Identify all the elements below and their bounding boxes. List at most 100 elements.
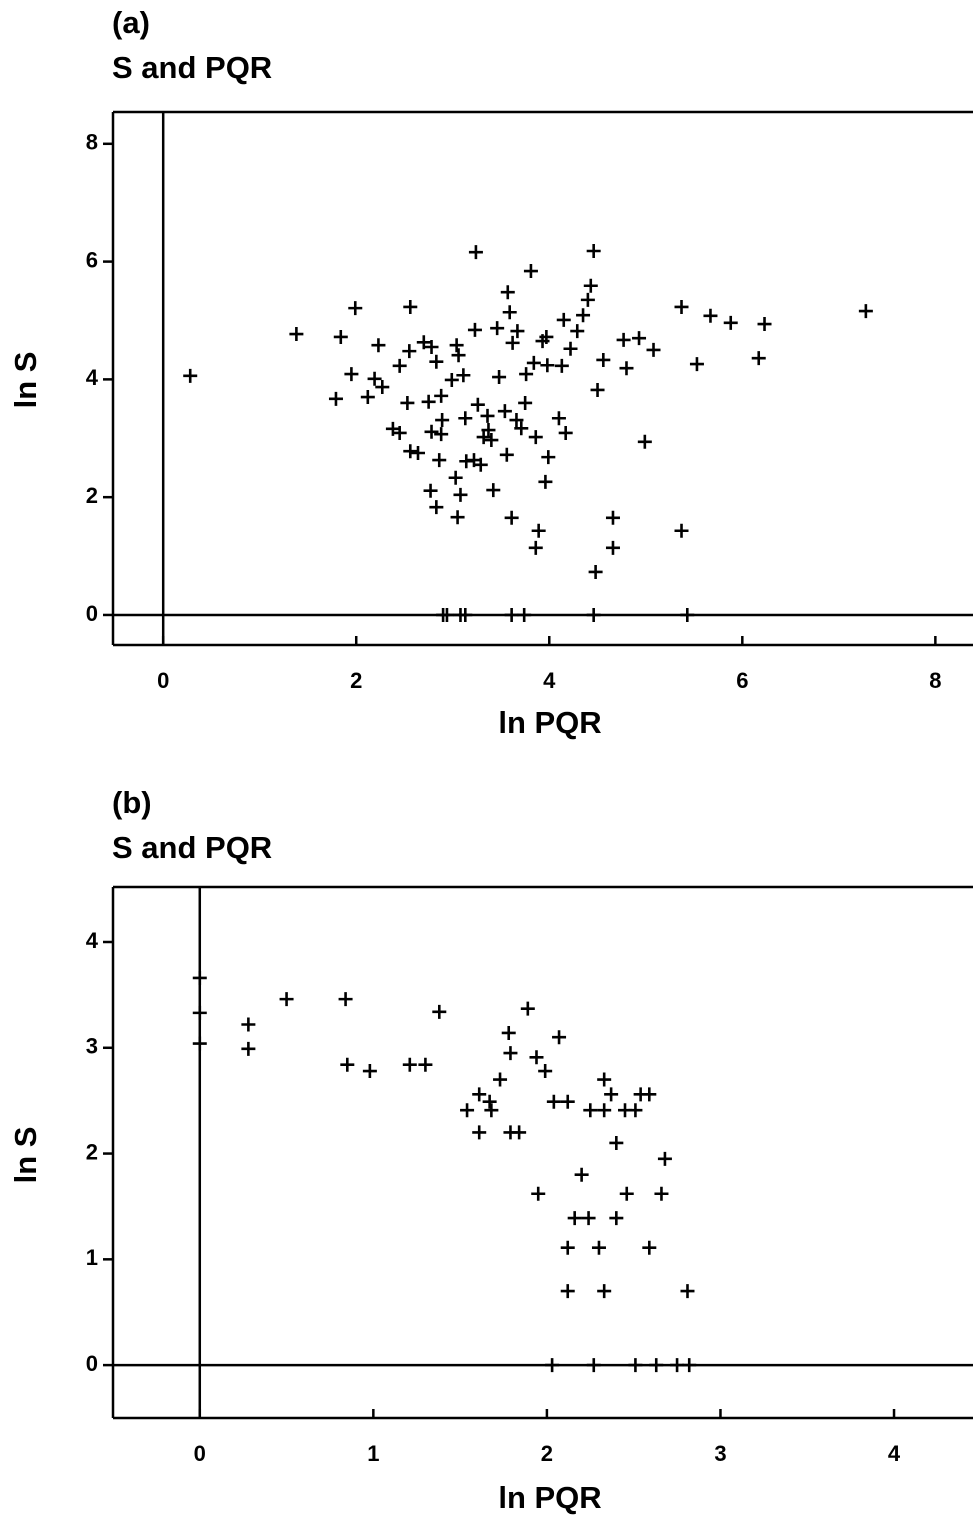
point — [467, 322, 482, 337]
point — [751, 351, 766, 366]
point — [520, 1001, 535, 1016]
point — [552, 1030, 567, 1045]
point — [563, 341, 578, 356]
point — [484, 1103, 499, 1118]
point — [333, 329, 348, 344]
point — [586, 1358, 601, 1373]
point — [682, 1358, 697, 1373]
panel-label: (b) — [112, 785, 152, 820]
point — [596, 352, 611, 367]
point — [583, 1103, 598, 1118]
point — [328, 391, 343, 406]
point — [450, 510, 465, 525]
point — [609, 1135, 624, 1150]
y-tick-label: 4 — [86, 928, 99, 953]
point — [348, 301, 363, 316]
point — [657, 1151, 672, 1166]
point — [468, 245, 483, 260]
x-tick-label: 0 — [194, 1441, 206, 1466]
point — [344, 367, 359, 382]
point — [560, 1284, 575, 1299]
point — [439, 607, 454, 622]
point — [528, 430, 543, 445]
point — [449, 338, 464, 353]
point — [523, 264, 538, 279]
point — [560, 1094, 575, 1109]
x-tick-label: 0 — [157, 668, 169, 693]
point — [500, 285, 515, 300]
point — [531, 1186, 546, 1201]
point — [632, 331, 647, 346]
point — [680, 1284, 695, 1299]
point — [432, 453, 447, 468]
chart-title: S and PQR — [112, 830, 272, 865]
point — [451, 348, 466, 363]
point — [411, 446, 426, 461]
point — [367, 371, 382, 386]
point — [289, 327, 304, 342]
point — [423, 483, 438, 498]
y-tick-label: 8 — [86, 130, 98, 155]
point — [502, 305, 517, 320]
point — [597, 1284, 612, 1299]
point — [545, 1358, 560, 1373]
x-tick-label: 4 — [543, 668, 556, 693]
x-tick-label: 2 — [350, 668, 362, 693]
point — [583, 278, 598, 293]
point — [514, 421, 529, 436]
y-tick-label: 6 — [86, 247, 98, 272]
x-tick-label: 2 — [541, 1441, 553, 1466]
point — [605, 510, 620, 525]
point — [567, 1211, 582, 1226]
point — [473, 457, 488, 472]
point — [429, 354, 444, 369]
point — [484, 433, 499, 448]
point — [674, 299, 689, 314]
point — [456, 368, 471, 383]
point — [509, 413, 524, 428]
point — [597, 1103, 612, 1118]
point — [458, 607, 473, 622]
point — [586, 607, 601, 622]
point — [448, 470, 463, 485]
point — [472, 1125, 487, 1140]
x-axis-label: ln PQR — [498, 705, 601, 740]
point — [517, 607, 532, 622]
point — [392, 358, 407, 373]
point — [628, 1358, 643, 1373]
point — [581, 1211, 596, 1226]
point — [504, 607, 519, 622]
point — [416, 335, 431, 350]
y-tick-label: 3 — [86, 1034, 98, 1059]
point — [591, 1240, 606, 1255]
point — [279, 992, 294, 1007]
y-axis-label: ln S — [8, 1127, 43, 1184]
point — [646, 342, 661, 357]
point — [558, 425, 573, 440]
point — [528, 540, 543, 555]
point — [338, 992, 353, 1007]
point — [192, 1005, 207, 1020]
point — [560, 1240, 575, 1255]
point — [546, 1094, 561, 1109]
point — [580, 292, 595, 307]
point — [400, 395, 415, 410]
point — [642, 1087, 657, 1102]
point — [654, 1186, 669, 1201]
point — [192, 1036, 207, 1051]
point — [538, 474, 553, 489]
point — [470, 397, 485, 412]
y-tick-label: 2 — [86, 1139, 98, 1164]
point — [444, 372, 459, 387]
x-tick-label: 8 — [929, 668, 941, 693]
point — [538, 1064, 553, 1079]
point — [501, 1025, 516, 1040]
point — [418, 1057, 433, 1072]
point — [504, 510, 519, 525]
point — [512, 1125, 527, 1140]
point — [392, 425, 407, 440]
point — [375, 380, 390, 395]
point — [531, 523, 546, 538]
point — [526, 355, 541, 370]
y-tick-label: 2 — [86, 483, 98, 508]
